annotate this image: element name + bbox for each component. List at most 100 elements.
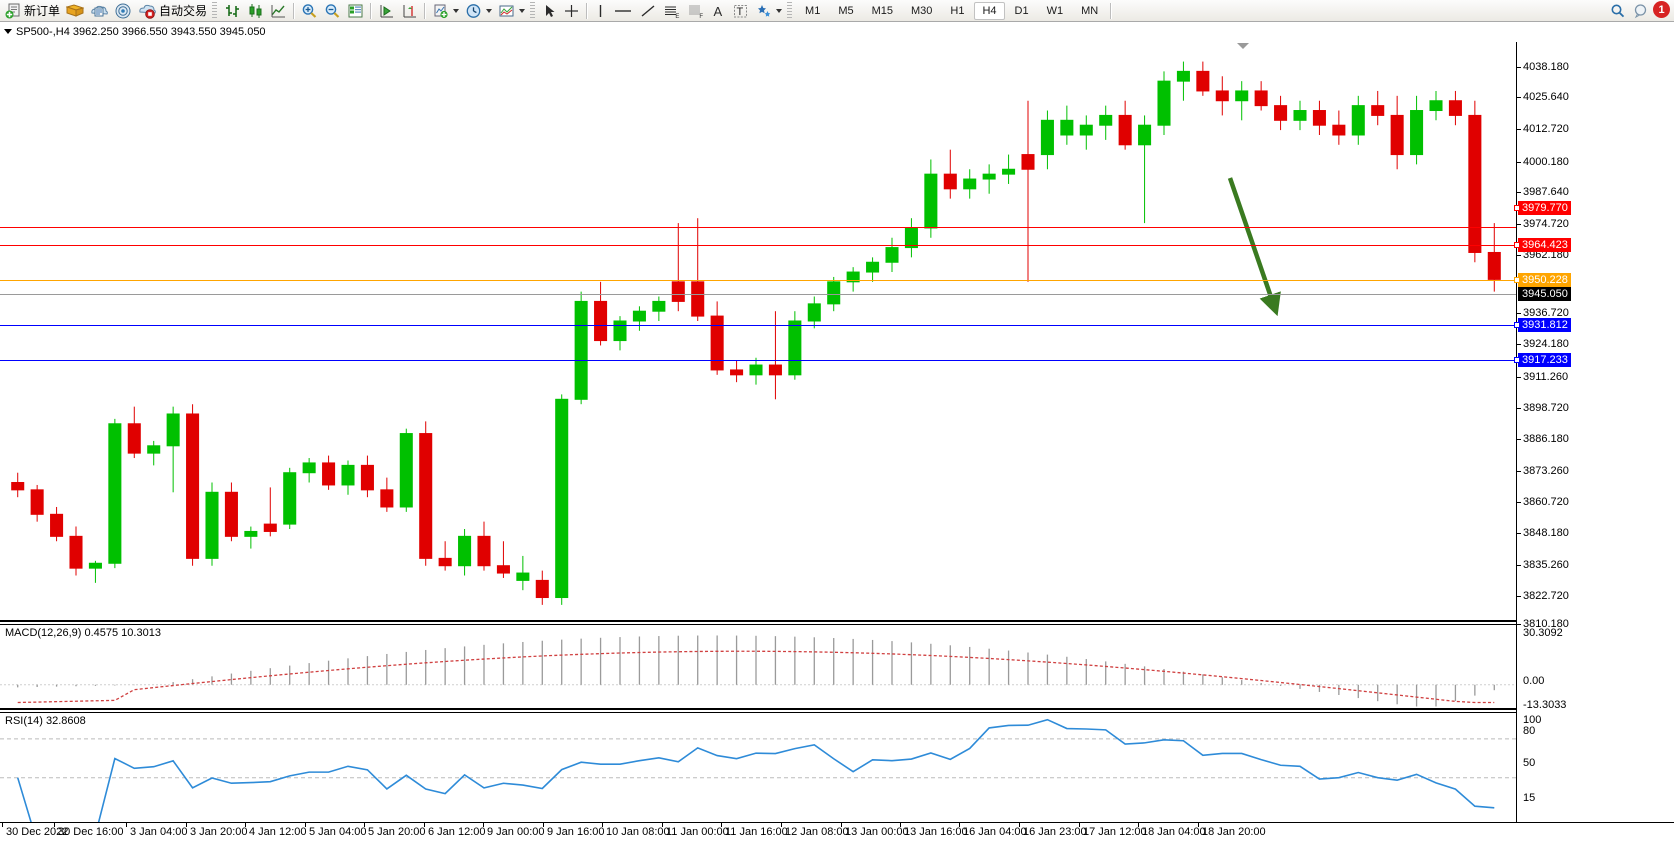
new-order-button[interactable]: 新订单 [2, 1, 63, 21]
level-line-support-2[interactable] [0, 360, 1516, 361]
period-button[interactable] [462, 1, 495, 21]
folder-button[interactable] [63, 1, 87, 21]
timeframe-h4[interactable]: H4 [974, 1, 1005, 20]
data-window-button[interactable] [344, 1, 367, 21]
horizontal-line-icon [615, 9, 632, 12]
text-icon: A [714, 4, 723, 19]
price-level-label-pivot[interactable]: 3950.228 [1518, 273, 1571, 287]
bearish-trend-arrow[interactable] [0, 42, 1516, 622]
level-line-support-1[interactable] [0, 325, 1516, 326]
chart-shift-marker-icon[interactable] [1237, 43, 1249, 49]
candle [30, 484, 44, 522]
candle [710, 301, 724, 375]
price-tick-label: 3835.260 [1523, 559, 1569, 571]
time-tick [602, 823, 603, 827]
toolbar-grip-tools[interactable] [530, 1, 536, 20]
time-scale[interactable]: 30 Dec 2022 30 Dec 16:00 3 Jan 04:00 3 Jan … [0, 822, 1674, 841]
candle [671, 223, 685, 312]
level-handle-pivot[interactable] [1514, 277, 1520, 283]
price-tick-label: 3898.720 [1523, 402, 1569, 414]
rsi-panel[interactable]: RSI(14) 32.8608 [0, 712, 1516, 822]
notification-badge[interactable]: 1 [1653, 1, 1670, 18]
vertical-line-button[interactable] [591, 1, 610, 21]
shift-chart-button[interactable] [375, 1, 398, 21]
time-axis-label: 12 Jan 08:00 [785, 826, 849, 838]
timeframe-m30[interactable]: M30 [911, 4, 933, 17]
zoom-out-button[interactable] [321, 1, 344, 21]
level-line-resistance-1[interactable] [0, 227, 1516, 228]
candle [1293, 100, 1307, 131]
price-scale[interactable]: 4038.180 4025.640 4012.720 4000.180 3987.640… [1514, 42, 1674, 822]
time-axis-label: 30 Dec 16:00 [58, 826, 124, 838]
level-handle-support-1[interactable] [1514, 322, 1520, 328]
price-chart-panel[interactable] [0, 42, 1516, 622]
candle [1429, 90, 1443, 121]
timeframe-mn[interactable]: MN [1081, 4, 1099, 17]
timeframe-m15[interactable]: M15 [871, 4, 893, 17]
line-chart-button[interactable] [267, 1, 290, 21]
price-tick [1517, 344, 1521, 345]
horizontal-line-button[interactable] [610, 1, 636, 21]
price-tick-label: 3924.180 [1523, 338, 1569, 350]
templates-button[interactable] [429, 1, 462, 21]
price-tick [1517, 471, 1521, 472]
bar-chart-icon [226, 4, 240, 17]
period-icon [466, 3, 481, 18]
timeframe-w1[interactable]: W1 [1046, 4, 1064, 17]
level-handle-resistance-2[interactable] [1514, 242, 1520, 248]
level-handle-resistance-1[interactable] [1514, 205, 1520, 211]
text-button[interactable]: A [708, 1, 729, 21]
level-line-resistance-2[interactable] [0, 245, 1516, 246]
candle [807, 296, 821, 329]
cursor-button[interactable] [539, 1, 560, 21]
price-level-label-support-1[interactable]: 3931.812 [1518, 318, 1571, 332]
price-tick [1517, 533, 1521, 534]
timeframe-h1[interactable]: H1 [950, 4, 965, 17]
time-axis-label: 3 Jan 04:00 [130, 826, 188, 838]
price-level-label-resistance-2[interactable]: 3964.423 [1518, 238, 1571, 252]
shapes-icon [758, 4, 771, 17]
zoom-out-icon [325, 3, 340, 18]
chart-window[interactable]: SP500-,H4 3962.250 3966.550 3943.550 394… [0, 22, 1674, 841]
toolbar-grip-periods[interactable] [787, 1, 793, 20]
navigator-button[interactable] [111, 1, 135, 21]
autotrading-icon [139, 4, 156, 19]
macd-panel[interactable]: MACD(12,26,9) 0.4575 10.3013 [0, 624, 1516, 710]
price-level-label-resistance-1[interactable]: 3979.770 [1518, 201, 1571, 215]
chevron-down-icon-2[interactable] [486, 8, 493, 13]
shapes-button[interactable] [752, 1, 785, 21]
trendline-button[interactable] [636, 1, 660, 21]
bar-chart-button[interactable] [221, 1, 244, 21]
time-tick [483, 823, 484, 827]
price-level-label-last-price[interactable]: 3945.050 [1518, 287, 1571, 301]
auto-scroll-button[interactable] [398, 1, 421, 21]
search-button[interactable] [1606, 1, 1630, 21]
candle [477, 521, 491, 571]
chevron-down-icon-4[interactable] [776, 8, 783, 13]
autotrading-button[interactable]: 自动交易 [135, 1, 210, 21]
channels-button[interactable]: F [684, 1, 708, 21]
text-label-button[interactable]: T [729, 1, 752, 21]
toolbar-grip-charts[interactable] [212, 1, 218, 20]
alerts-button[interactable] [1630, 1, 1654, 21]
indicators-button[interactable] [495, 1, 528, 21]
timeframe-m5[interactable]: M5 [838, 4, 854, 17]
timeframe-d1[interactable]: D1 [1014, 4, 1029, 17]
price-level-label-support-2[interactable]: 3917.233 [1518, 353, 1571, 367]
shift-chart-icon [380, 4, 394, 17]
candlestick-chart-button[interactable] [244, 1, 267, 21]
level-line-pivot[interactable] [0, 280, 1516, 281]
chevron-down-icon-3[interactable] [519, 8, 526, 13]
fibonacci-button[interactable]: E [660, 1, 684, 21]
time-axis-label: 5 Jan 04:00 [309, 826, 367, 838]
chevron-down-icon[interactable] [453, 8, 460, 13]
terminal-button[interactable] [87, 1, 111, 21]
chart-menu-caret-icon[interactable] [4, 29, 12, 34]
level-handle-support-2[interactable] [1514, 357, 1520, 363]
timeframe-m1[interactable]: M1 [805, 4, 821, 17]
svg-text:F: F [699, 14, 703, 19]
zoom-in-button[interactable] [298, 1, 321, 21]
crosshair-button[interactable] [560, 1, 583, 21]
time-tick [781, 823, 782, 827]
price-tick [1517, 67, 1521, 68]
